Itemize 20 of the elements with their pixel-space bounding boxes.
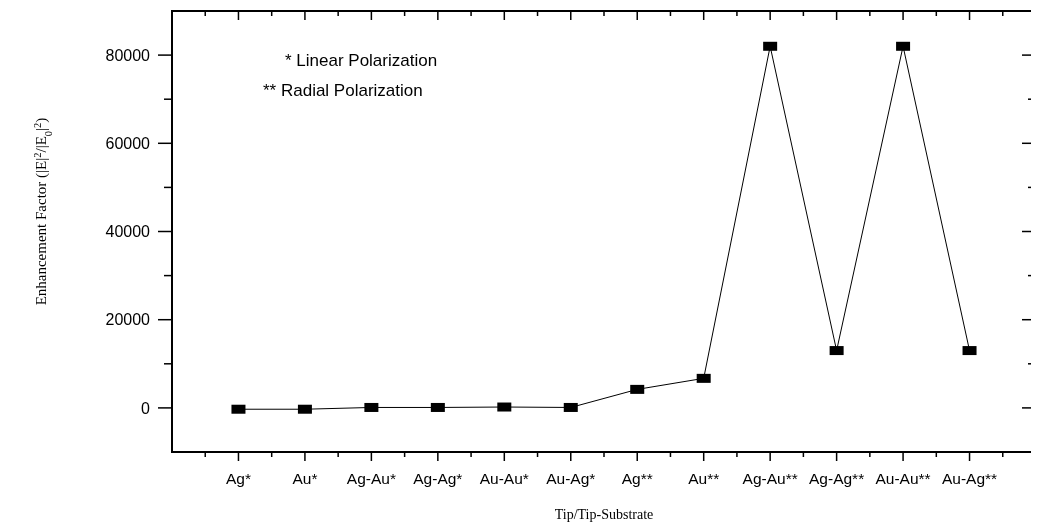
- y-tick-label: 80000: [105, 46, 151, 64]
- x-tick-label: Au-Au*: [479, 470, 529, 487]
- x-tick-label: Au**: [688, 470, 720, 487]
- x-tick-label: Au-Ag**: [941, 470, 998, 487]
- x-tick-label: Ag-Au*: [346, 470, 396, 487]
- x-tick-label: Ag-Au**: [742, 470, 798, 487]
- x-tick-label: Ag*: [225, 470, 251, 487]
- y-tick-label: 60000: [105, 134, 151, 152]
- y-tick-label: 0: [141, 399, 151, 417]
- x-tick-label: Au-Ag*: [546, 470, 596, 487]
- x-tick-label: Au*: [292, 470, 318, 487]
- x-axis-title: Tip/Tip-Substrate: [554, 507, 654, 522]
- x-tick-label: Ag**: [621, 470, 653, 487]
- y-tick-label: 20000: [105, 311, 151, 329]
- annotation: * Linear Polarization: [284, 51, 438, 70]
- x-tick-label: Ag-Ag*: [413, 470, 463, 487]
- annotation: ** Radial Polarization: [262, 81, 423, 100]
- x-tick-label: Ag-Ag**: [809, 470, 865, 487]
- y-tick-label: 40000: [105, 223, 151, 241]
- x-tick-label: Au-Au**: [875, 470, 931, 487]
